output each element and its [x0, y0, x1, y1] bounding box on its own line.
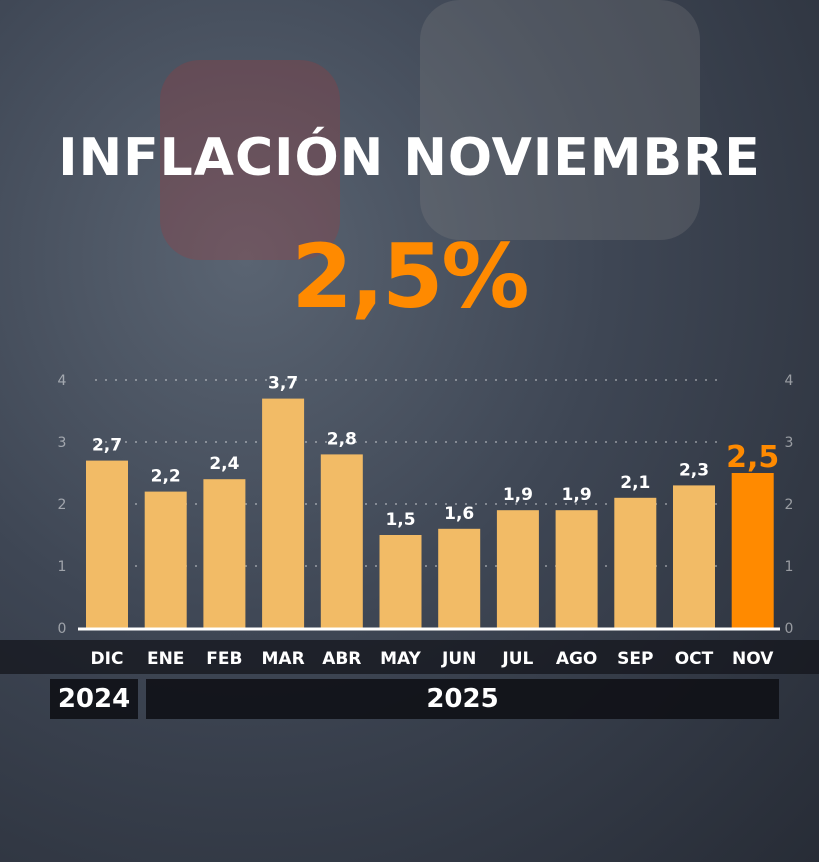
- x-tick-label: ENE: [147, 649, 184, 669]
- data-label: 1,9: [562, 485, 592, 505]
- data-label: 1,5: [385, 510, 415, 530]
- data-label: 2,4: [209, 454, 239, 474]
- bar-abr: [320, 454, 363, 628]
- page-title: INFLACIÓN NOVIEMBRE: [58, 128, 761, 188]
- bar-sep: [614, 497, 657, 628]
- x-tick-label: SEP: [617, 649, 653, 669]
- x-tick-label: AGO: [556, 649, 598, 669]
- bar-dic: [86, 460, 128, 628]
- bar-ene: [144, 491, 187, 628]
- x-tick-label: FEB: [206, 649, 242, 669]
- bar-ago: [555, 510, 598, 628]
- year-label-2025: 2025: [146, 679, 779, 719]
- x-tick-label: NOV: [732, 649, 774, 669]
- bar-jul: [496, 510, 539, 628]
- y-tick-left: 3: [58, 435, 67, 451]
- y-tick-right: 1: [785, 559, 794, 575]
- bar-chart: 0 0 1 1 2 2 3 3 4 4 2,7 DIC 2,2 ENE 2,4 FEB 3,7 MAR 2,8 ABR…: [58, 373, 794, 669]
- x-tick-label: ABR: [322, 649, 361, 669]
- month-band: [0, 640, 819, 674]
- headline-value: 2,5%: [291, 225, 529, 328]
- x-tick-label: JUL: [501, 649, 533, 669]
- bar-oct: [673, 485, 715, 628]
- data-label: 2,8: [327, 429, 357, 449]
- y-tick-left: 1: [58, 559, 67, 575]
- background-decoration: [420, 0, 700, 240]
- x-tick-label: DIC: [91, 649, 124, 669]
- background-decoration: [160, 60, 340, 260]
- y-tick-left: 0: [58, 621, 67, 637]
- bar-may: [379, 535, 422, 628]
- data-label: 1,6: [444, 504, 474, 524]
- bar-jun: [438, 528, 481, 628]
- x-tick-label: MAR: [262, 649, 305, 669]
- bar-feb: [203, 479, 246, 628]
- y-tick-right: 0: [785, 621, 794, 637]
- x-tick-label: MAY: [380, 649, 421, 669]
- bar-nov: [731, 473, 774, 628]
- data-label: 3,7: [268, 374, 298, 394]
- data-label: 2,1: [620, 473, 650, 493]
- bar-mar: [262, 398, 305, 628]
- year-label-2024: 2024: [50, 679, 138, 719]
- data-label: 2,7: [92, 436, 122, 456]
- x-tick-label: OCT: [675, 649, 714, 669]
- y-tick-left: 2: [58, 497, 67, 513]
- x-tick-label: JUN: [441, 649, 476, 669]
- data-label: 1,9: [503, 485, 533, 505]
- y-tick-right: 3: [785, 435, 794, 451]
- data-label: 2,3: [679, 460, 709, 480]
- y-tick-right: 2: [785, 497, 794, 513]
- y-tick-left: 4: [58, 373, 67, 389]
- data-label: 2,2: [151, 467, 181, 487]
- y-tick-right: 4: [785, 373, 794, 389]
- data-label: 2,5: [726, 440, 779, 475]
